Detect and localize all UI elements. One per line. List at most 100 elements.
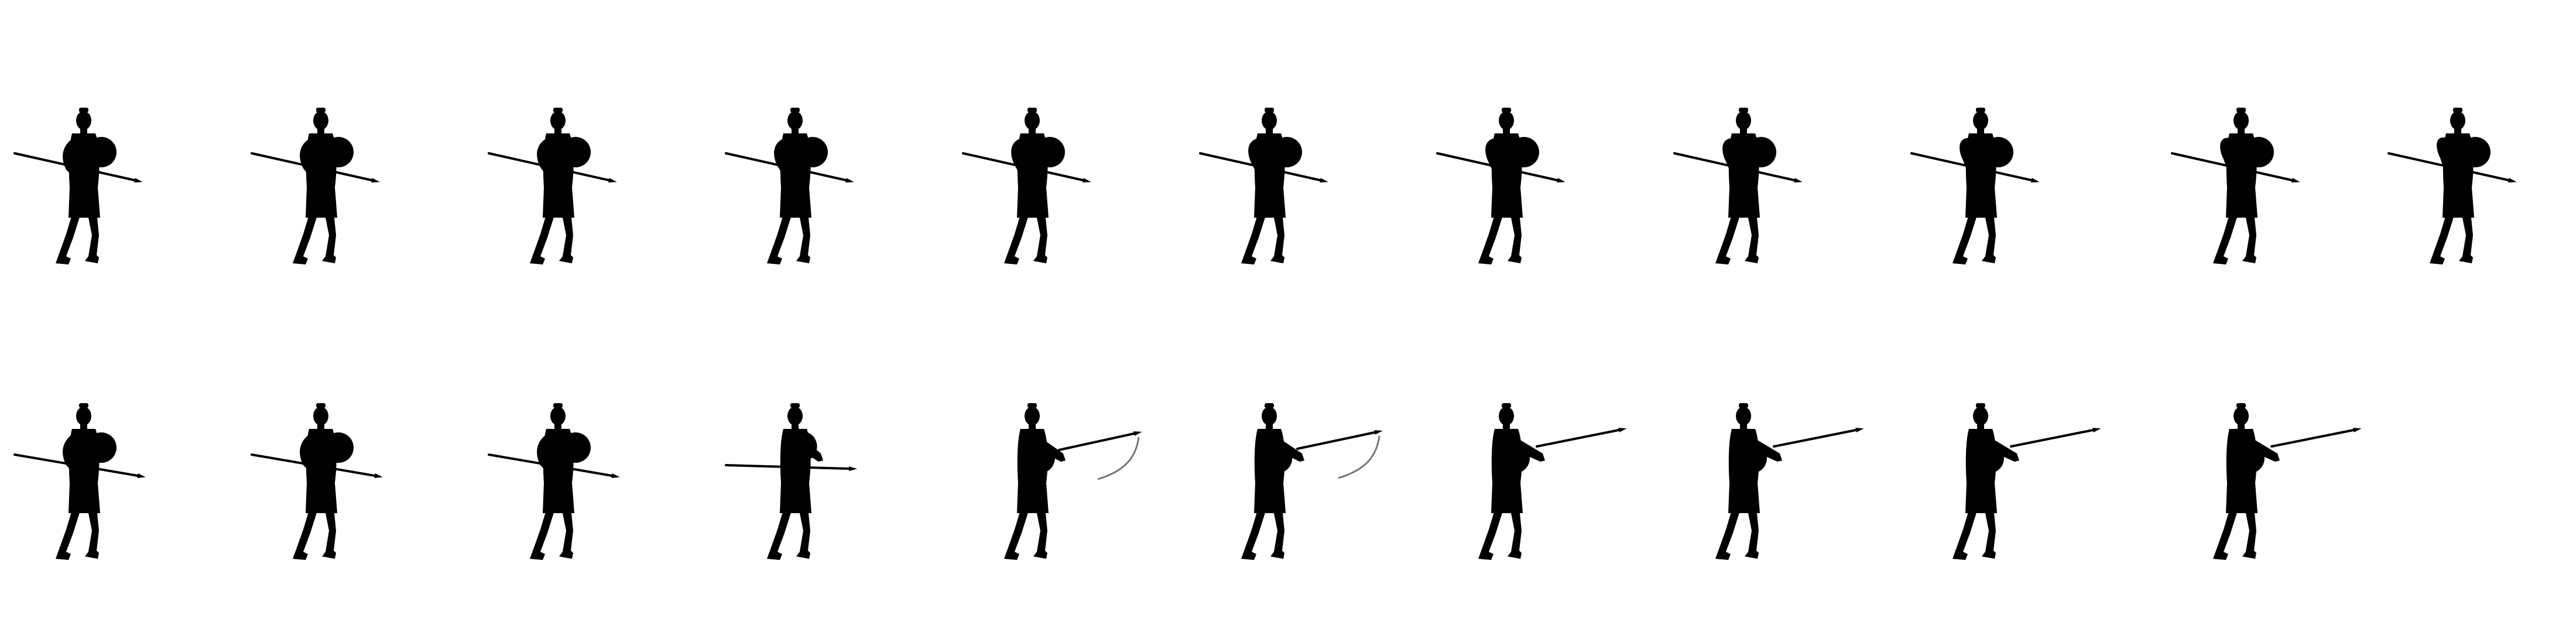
spear	[725, 464, 857, 471]
head	[76, 403, 91, 431]
legs	[2213, 506, 2256, 560]
shield	[323, 432, 354, 463]
spear	[962, 152, 1091, 183]
head	[313, 403, 328, 431]
sprite-frame	[251, 383, 498, 629]
warrior-silhouette	[13, 403, 146, 560]
shield	[1746, 137, 1776, 167]
head	[2234, 403, 2249, 431]
head	[2234, 108, 2249, 136]
spear-arm	[2241, 432, 2280, 462]
shield	[1272, 137, 1302, 167]
head	[2450, 108, 2465, 136]
sprite-frame	[725, 88, 972, 334]
motion-trail	[1097, 436, 1140, 480]
shield	[2460, 137, 2491, 167]
shield	[1983, 137, 2013, 167]
spear	[488, 453, 620, 478]
head	[1736, 403, 1751, 431]
warrior-silhouette	[2171, 108, 2300, 264]
legs	[1952, 506, 1996, 560]
sprite-frame	[962, 88, 1209, 334]
warrior-silhouette	[1241, 403, 1383, 560]
motion-trail	[1338, 435, 1381, 479]
sprite-frame	[2171, 88, 2418, 334]
head	[1262, 403, 1277, 431]
head	[1262, 108, 1277, 136]
spear	[1058, 431, 1142, 451]
warrior-silhouette	[1478, 403, 1627, 560]
warrior-silhouette	[725, 403, 857, 560]
warrior-silhouette	[1004, 403, 1142, 560]
spear	[13, 152, 143, 183]
warrior-silhouette	[251, 108, 380, 264]
warrior-silhouette	[1952, 403, 2101, 560]
sprite-frame	[963, 383, 1209, 629]
warrior-silhouette	[2387, 108, 2517, 264]
sprite-frame	[2172, 383, 2418, 629]
sprite-frame	[1199, 88, 1446, 334]
spear	[251, 152, 380, 183]
legs	[293, 211, 336, 264]
shield	[560, 137, 591, 167]
head	[1736, 108, 1751, 136]
spear	[1199, 152, 1328, 183]
spear-arm	[1743, 432, 1782, 462]
shield	[1034, 137, 1065, 167]
warrior-silhouette	[1910, 108, 2040, 264]
shield	[797, 137, 828, 167]
head	[1499, 108, 1514, 136]
spear-arm	[1981, 432, 2019, 462]
spear-arm	[1032, 432, 1066, 462]
legs	[56, 506, 99, 560]
warrior-silhouette	[488, 403, 620, 560]
spear-arm	[795, 432, 823, 462]
shield	[560, 432, 591, 463]
head	[1973, 108, 1988, 136]
legs	[293, 506, 336, 560]
warrior-silhouette	[13, 108, 143, 264]
head	[313, 108, 328, 136]
sprite-frame	[1436, 88, 1683, 334]
sprite-frame	[1912, 383, 2157, 629]
legs	[2430, 211, 2473, 264]
sprite-frame	[725, 383, 972, 629]
spear	[1910, 152, 2040, 183]
legs	[56, 211, 99, 264]
head	[787, 403, 803, 431]
spear	[725, 152, 854, 183]
warrior-silhouette	[488, 108, 617, 264]
legs	[767, 211, 810, 264]
sprite-frame	[1673, 88, 1920, 334]
spear-arm	[1506, 432, 1545, 462]
legs	[1715, 211, 1759, 264]
sprite-frame	[1437, 383, 1683, 629]
shield	[1509, 137, 1539, 167]
legs	[530, 211, 573, 264]
spear-arm	[63, 434, 79, 471]
shield	[2243, 137, 2274, 167]
spear	[1673, 152, 1803, 183]
sprite-sheet	[13, 88, 2517, 560]
legs	[530, 506, 573, 560]
legs	[1241, 506, 1284, 560]
spear	[488, 152, 617, 183]
head	[787, 108, 803, 136]
spear-arm	[537, 434, 553, 471]
legs	[1478, 506, 1522, 560]
legs	[767, 506, 810, 560]
warrior-silhouette	[1673, 108, 1803, 264]
warrior-silhouette	[962, 108, 1091, 264]
sprite-frame	[488, 88, 735, 334]
sprite-frame	[13, 88, 261, 334]
warrior-silhouette	[725, 108, 854, 264]
head	[1025, 108, 1040, 136]
spear-arm	[1269, 432, 1304, 462]
legs	[1004, 211, 1047, 264]
legs	[2213, 211, 2256, 264]
warrior-silhouette	[1715, 403, 1864, 560]
spear	[13, 453, 146, 478]
sprite-frame	[13, 383, 261, 629]
spear	[1773, 428, 1864, 448]
spear	[2270, 428, 2362, 448]
